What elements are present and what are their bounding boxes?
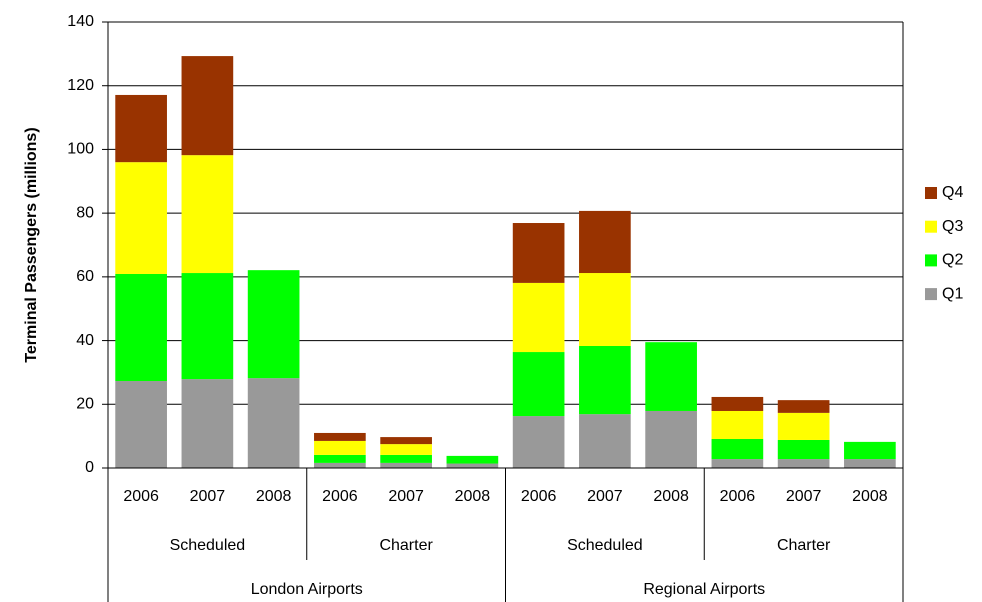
x-tick-label: 2007	[388, 488, 424, 505]
x-tick-label: 2006	[720, 488, 756, 505]
bar-segment	[181, 273, 234, 380]
y-axis-label: Terminal Passengers (millions)	[23, 127, 40, 362]
bar-segment	[711, 410, 764, 440]
subgroup-label: Scheduled	[567, 537, 643, 554]
bar-segment	[181, 155, 234, 274]
bar-segment	[579, 210, 631, 274]
y-tick-label: 140	[67, 13, 94, 30]
legend-label: Q1	[942, 285, 963, 302]
bar-segment	[645, 342, 697, 411]
x-tick-label: 2007	[190, 488, 226, 505]
x-tick-label: 2008	[455, 488, 491, 505]
x-tick-label: 2006	[521, 488, 557, 505]
bar-segment	[512, 223, 565, 283]
legend-swatch	[925, 254, 937, 267]
bar-segment	[777, 459, 830, 468]
bar-segment	[579, 414, 631, 468]
group-label: Regional Airports	[643, 581, 765, 598]
bar-segment	[446, 463, 499, 468]
x-tick-label: 2006	[322, 488, 358, 505]
bar-segment	[247, 270, 300, 379]
legend-label: Q3	[942, 218, 963, 235]
bar-segment	[247, 378, 300, 468]
group-label: London Airports	[251, 581, 363, 598]
y-tick-label: 20	[76, 396, 94, 413]
bar-segment	[314, 454, 366, 463]
legend-label: Q4	[942, 184, 963, 201]
y-tick-label: 120	[67, 77, 94, 94]
bar-segment	[380, 437, 432, 445]
bar-segment	[380, 444, 432, 455]
bar-segment	[711, 459, 764, 468]
bar-segment	[314, 462, 366, 468]
bar-segment	[115, 273, 167, 382]
legend-swatch	[925, 187, 937, 199]
y-tick-label: 100	[67, 141, 94, 158]
bar-segment	[446, 455, 499, 464]
bar-segment	[844, 441, 896, 460]
legend-swatch	[925, 220, 937, 233]
bar-segment	[115, 94, 167, 163]
bar-segment	[711, 439, 764, 460]
bar-segment	[579, 273, 631, 346]
x-tick-label: 2007	[786, 488, 822, 505]
bar-segment	[512, 352, 565, 417]
bar-segment	[314, 440, 366, 455]
legend-label: Q2	[942, 252, 963, 269]
subgroup-label: Scheduled	[170, 537, 246, 554]
bar-segment	[512, 282, 565, 353]
bar-segment	[777, 439, 830, 460]
bar-segment	[115, 381, 167, 468]
y-tick-label: 40	[76, 332, 94, 349]
bar-segment	[777, 400, 830, 413]
x-tick-label: 2008	[256, 488, 292, 505]
bar-segment	[844, 459, 896, 468]
subgroup-label: Charter	[379, 537, 433, 554]
bar-segment	[380, 454, 432, 463]
legend-swatch	[925, 288, 937, 301]
x-tick-label: 2006	[123, 488, 159, 505]
bar-segment	[777, 412, 830, 440]
x-tick-label: 2008	[852, 488, 888, 505]
bar-segment	[115, 162, 167, 274]
bar-segment	[579, 345, 631, 415]
bar-segment	[512, 416, 565, 468]
bar-segment	[314, 432, 366, 441]
x-tick-label: 2007	[587, 488, 623, 505]
subgroup-label: Charter	[777, 537, 831, 554]
bar-segment	[380, 462, 432, 468]
y-tick-label: 60	[76, 268, 94, 285]
bar-segment	[181, 379, 234, 468]
bar-segment	[181, 56, 234, 156]
bar-segment	[711, 396, 764, 411]
y-tick-label: 0	[85, 459, 94, 476]
y-tick-label: 80	[76, 204, 94, 221]
x-tick-label: 2008	[653, 488, 689, 505]
bar-segment	[645, 410, 697, 468]
